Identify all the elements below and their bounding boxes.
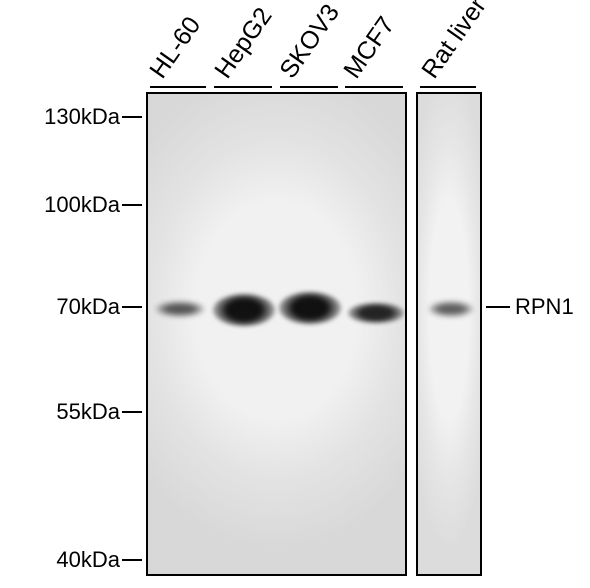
western-blot-figure: 130kDa 100kDa 70kDa 55kDa 40kDa HL-60HepG2SK…: [0, 0, 590, 588]
band-rat-liver: [429, 302, 473, 316]
mw-label: 100kDa: [44, 192, 120, 218]
mw-label: 130kDa: [44, 104, 120, 130]
mw-label: 70kDa: [56, 294, 120, 320]
lane-label: MCF7: [338, 12, 401, 84]
mw-tick: [122, 559, 142, 561]
band-hepg2: [213, 294, 275, 326]
mw-tick: [122, 204, 142, 206]
band-mcf7: [348, 303, 404, 323]
band-skov3: [279, 292, 341, 324]
blot-background: [148, 94, 405, 574]
protein-tick: [486, 306, 510, 308]
mw-tick: [122, 306, 142, 308]
band-hl-60: [156, 302, 204, 316]
mw-tick: [122, 116, 142, 118]
mw-label: 55kDa: [56, 399, 120, 425]
lane-underline: [280, 86, 338, 88]
lane-label: HepG2: [209, 2, 278, 84]
lane-label: HL-60: [144, 12, 207, 84]
lane-underline: [214, 86, 272, 88]
blot-background: [418, 94, 480, 574]
mw-tick: [122, 411, 142, 413]
lane-underline: [420, 86, 476, 88]
lane-label: SKOV3: [274, 0, 346, 84]
lane-underline: [345, 86, 403, 88]
lane-underline: [150, 86, 206, 88]
panel-2: [416, 92, 482, 576]
lane-label: Rat liver: [416, 0, 492, 84]
panel-1: [146, 92, 407, 576]
protein-label: RPN1: [515, 294, 574, 320]
mw-label: 40kDa: [56, 547, 120, 573]
